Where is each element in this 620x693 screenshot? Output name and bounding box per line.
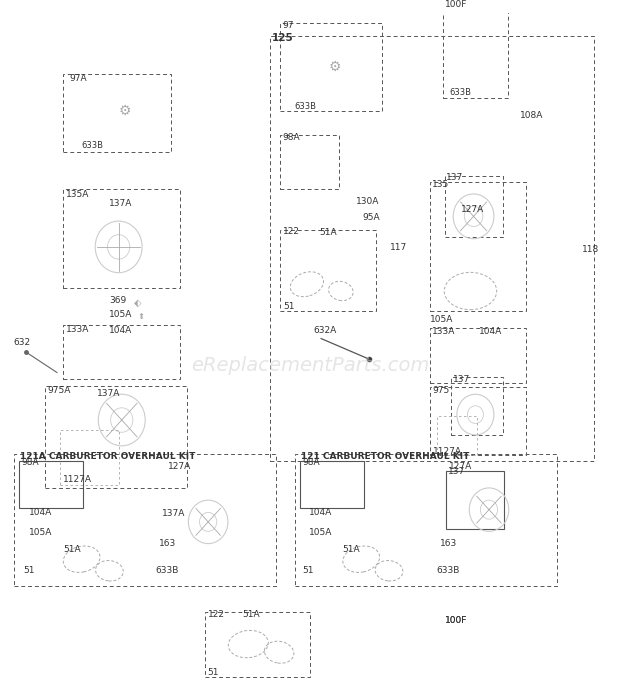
Text: 1127A: 1127A [63, 475, 92, 484]
Text: 51: 51 [283, 302, 294, 311]
Text: ⚙: ⚙ [118, 104, 131, 118]
Text: 95A: 95A [363, 213, 380, 222]
Bar [280, 230, 376, 311]
Bar [430, 328, 526, 383]
Text: 104A: 104A [109, 326, 133, 335]
Bar [60, 430, 118, 484]
Text: 117: 117 [390, 243, 407, 252]
Text: 130A: 130A [356, 197, 379, 206]
Text: 632: 632 [14, 338, 31, 347]
Text: 137A: 137A [162, 509, 185, 518]
Text: 105A: 105A [430, 315, 454, 324]
Text: 137: 137 [453, 375, 470, 384]
Text: 125: 125 [272, 33, 293, 43]
Bar [205, 612, 310, 676]
Text: 137A: 137A [109, 199, 133, 208]
Text: eReplacementParts.com: eReplacementParts.com [191, 356, 429, 375]
Text: 369: 369 [109, 296, 126, 305]
Text: ⚙: ⚙ [329, 60, 341, 74]
Text: 98A: 98A [283, 133, 301, 142]
Bar [63, 325, 180, 379]
Bar [430, 387, 526, 455]
Text: 127A: 127A [449, 462, 472, 471]
Bar [63, 73, 171, 152]
Bar [446, 471, 505, 529]
Bar [270, 37, 594, 461]
Text: 100F: 100F [445, 0, 467, 9]
Text: 163: 163 [159, 538, 176, 547]
Bar [451, 377, 503, 435]
Text: 97: 97 [283, 21, 294, 30]
Text: 51A: 51A [319, 229, 337, 238]
Text: 105A: 105A [309, 529, 332, 538]
Bar [19, 461, 84, 508]
Text: 127A: 127A [461, 205, 484, 214]
Text: 975: 975 [432, 386, 450, 395]
Text: 135A: 135A [66, 191, 89, 200]
Text: 104A: 104A [29, 508, 53, 517]
Text: 51A: 51A [242, 610, 260, 619]
Text: 975A: 975A [48, 386, 71, 395]
Text: 633B: 633B [156, 565, 179, 574]
Text: ⬖: ⬖ [134, 297, 141, 307]
Text: 51A: 51A [63, 545, 81, 554]
Text: 51A: 51A [343, 545, 360, 554]
Text: 1127A: 1127A [433, 447, 463, 456]
Bar [436, 416, 477, 455]
Bar [280, 23, 382, 111]
Text: 133A: 133A [432, 327, 456, 336]
Text: 51: 51 [302, 565, 314, 574]
Bar [430, 182, 526, 311]
Text: 118: 118 [582, 245, 599, 254]
Bar [445, 175, 503, 237]
Text: 98A: 98A [302, 458, 319, 467]
Text: 104A: 104A [309, 508, 332, 517]
Text: 137A: 137A [97, 389, 120, 398]
Text: 98A: 98A [21, 458, 39, 467]
Text: 632A: 632A [313, 326, 336, 335]
Text: 105A: 105A [109, 310, 133, 319]
Text: 633B: 633B [82, 141, 104, 150]
Text: 100F: 100F [445, 616, 467, 625]
Text: 100F: 100F [445, 615, 467, 624]
Bar [45, 386, 187, 488]
Text: 137: 137 [448, 467, 465, 476]
Text: 127A: 127A [168, 462, 192, 471]
Bar [63, 189, 180, 288]
Text: 51: 51 [208, 667, 219, 676]
Text: ⬆: ⬆ [137, 312, 144, 321]
Text: 137: 137 [446, 173, 464, 182]
Text: 133A: 133A [66, 325, 89, 334]
Text: 122: 122 [208, 610, 224, 619]
Text: 121 CARBURETOR OVERHAUL KIT: 121 CARBURETOR OVERHAUL KIT [301, 453, 469, 462]
Text: 97A: 97A [69, 73, 87, 82]
Bar [294, 454, 557, 586]
Bar [280, 135, 339, 189]
Bar [443, 0, 508, 98]
Text: 122: 122 [283, 227, 300, 236]
Text: 633B: 633B [294, 102, 317, 111]
Text: 51: 51 [23, 565, 35, 574]
Text: 135: 135 [432, 180, 450, 189]
Text: 121A CARBURETOR OVERHAUL KIT: 121A CARBURETOR OVERHAUL KIT [20, 453, 195, 462]
Text: 104A: 104A [479, 327, 502, 336]
Text: 105A: 105A [29, 529, 53, 538]
Text: 108A: 108A [520, 111, 543, 120]
Bar [14, 454, 276, 586]
Text: 633B: 633B [436, 565, 459, 574]
Text: 633B: 633B [449, 89, 471, 98]
Bar [299, 461, 365, 508]
Text: 163: 163 [440, 538, 457, 547]
